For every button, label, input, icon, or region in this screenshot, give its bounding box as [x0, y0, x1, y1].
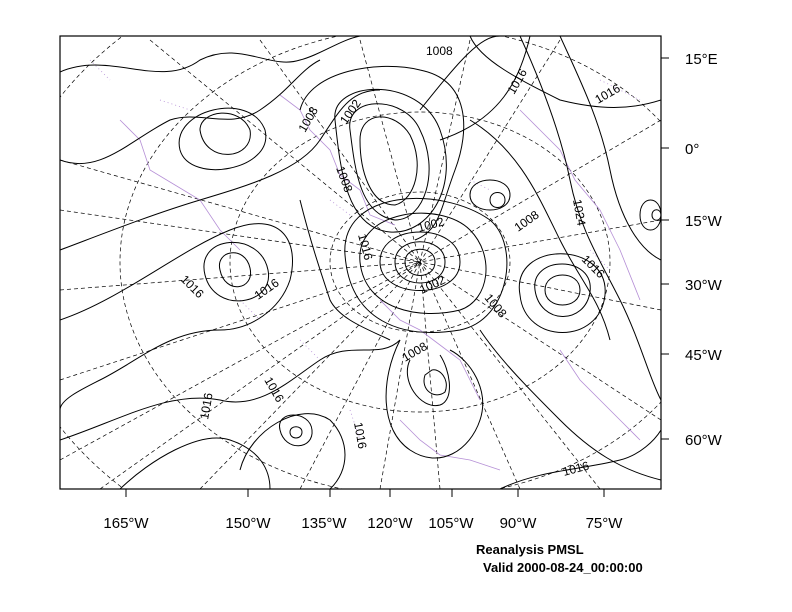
- right-axis-label: 15°E: [685, 51, 718, 68]
- contour-label: 1008: [426, 44, 453, 58]
- bottom-axis-label: 75°W: [586, 515, 624, 532]
- contour-label: 1016: [351, 421, 369, 450]
- right-axis-label: 30°W: [685, 277, 723, 294]
- bottom-axis: 165°W 150°W 135°W 120°W 105°W 90°W 75°W: [103, 489, 623, 532]
- right-axis-label: 15°W: [685, 213, 723, 230]
- contour-label: 1016: [261, 375, 287, 405]
- contour-label: 1016: [593, 81, 623, 107]
- caption-title: Reanalysis PMSL: [476, 542, 584, 557]
- plot-frame: [59, 35, 662, 490]
- bottom-axis-label: 120°W: [367, 515, 413, 532]
- contour-label: 1016: [561, 458, 591, 479]
- contour-label: 1016: [355, 232, 376, 262]
- contour-label: 1008: [295, 104, 321, 134]
- pressure-contours: [60, 36, 661, 489]
- contour-label: 1016: [579, 252, 608, 281]
- contour-label: 1002: [416, 214, 446, 235]
- bottom-axis-label: 165°W: [103, 515, 149, 532]
- coastlines: [89, 59, 641, 471]
- contour-label: 1016: [504, 66, 530, 96]
- contour-label: 1016: [197, 391, 215, 420]
- contour-label: 1002: [417, 273, 447, 297]
- map-plot-area: 1008 1008 1002 1008 1016 1016 1002 1008 …: [60, 36, 661, 489]
- caption-valid-time: Valid 2000-08-24_00:00:00: [483, 560, 643, 575]
- bottom-axis-label: 90°W: [500, 515, 538, 532]
- graticule: [60, 36, 661, 489]
- map-caption: Reanalysis PMSL Valid 2000-08-24_00:00:0…: [476, 542, 643, 575]
- contour-label: 1016: [252, 275, 282, 302]
- contour-label: 1008: [512, 207, 542, 234]
- bottom-axis-label: 105°W: [428, 515, 474, 532]
- bottom-axis-label: 150°W: [225, 515, 271, 532]
- right-axis: 15°E 0° 15°W 30°W 45°W 60°W: [661, 51, 723, 449]
- right-axis-label: 0°: [685, 141, 699, 158]
- bottom-axis-label: 135°W: [301, 515, 347, 532]
- right-axis-label: 45°W: [685, 347, 723, 364]
- contour-label: 1008: [400, 339, 430, 365]
- contour-label: 1008: [333, 164, 355, 194]
- contour-label: 1024: [570, 198, 588, 227]
- contour-label: 1016: [178, 272, 207, 301]
- right-axis-label: 60°W: [685, 432, 723, 449]
